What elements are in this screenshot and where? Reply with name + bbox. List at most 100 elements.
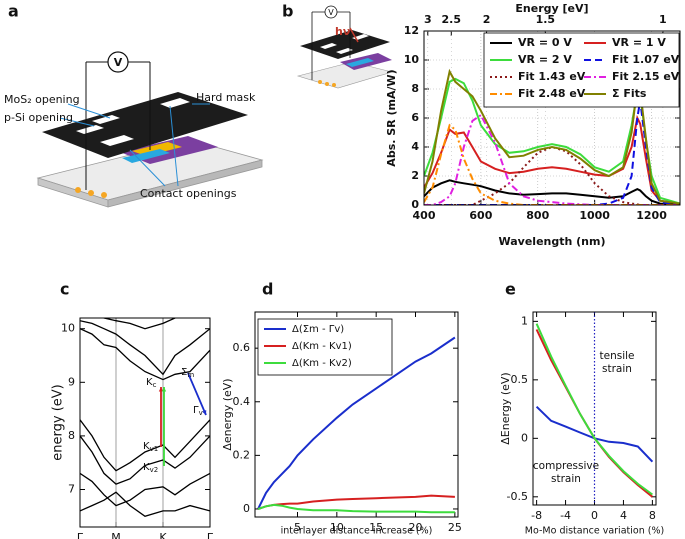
plot-frame bbox=[532, 311, 657, 506]
y-tick-label: 9 bbox=[68, 375, 75, 388]
series-line bbox=[535, 323, 653, 496]
schematic-b: V hν bbox=[296, 5, 394, 89]
light-arrow bbox=[349, 27, 359, 43]
chart: 0 2 4 6 8 10 12 400 600 800 1000 1200 3 2.5 2 1.5 1 Wavel… bbox=[385, 2, 681, 248]
x-tick-label: 15 bbox=[369, 521, 383, 534]
series-line bbox=[424, 114, 680, 205]
annotation-main: Σ bbox=[181, 367, 187, 378]
voltmeter bbox=[107, 51, 129, 73]
pointer bbox=[169, 105, 179, 187]
annotation-main: K bbox=[143, 462, 150, 473]
mask-opening bbox=[76, 125, 104, 134]
x-tick-label: 5 bbox=[294, 521, 301, 534]
contact-dot bbox=[332, 83, 336, 87]
y-tick-label: 0.6 bbox=[233, 341, 251, 354]
y-tick-label: 0.2 bbox=[233, 448, 251, 461]
annotation: Γv bbox=[193, 405, 203, 417]
chart: -0.5 0 0.5 1 -8 -4 0 4 8 Mo-Mo distance variation… bbox=[499, 311, 664, 537]
panel-label: e bbox=[505, 280, 516, 299]
series-line bbox=[257, 336, 456, 510]
x-tick-label: Γ bbox=[77, 531, 84, 539]
voltmeter-label: V bbox=[328, 8, 334, 17]
y-tick-label: 8 bbox=[68, 429, 75, 442]
y-tick-label: 7 bbox=[68, 482, 75, 495]
legend-label: Σ Fits bbox=[612, 87, 647, 100]
annotation: Σm bbox=[181, 367, 194, 379]
x2-tick-label: 1.5 bbox=[536, 13, 556, 26]
annotation: tensile bbox=[600, 350, 635, 362]
series-line bbox=[101, 318, 179, 330]
x-tick-label: -4 bbox=[560, 509, 571, 522]
x-tick-label: 1000 bbox=[579, 209, 610, 222]
y-tick-label: 1 bbox=[521, 314, 528, 327]
series-line bbox=[80, 435, 210, 485]
x-tick-label: M bbox=[111, 531, 121, 539]
x-tick-label: -8 bbox=[531, 509, 542, 522]
contact-dot bbox=[318, 80, 322, 84]
panel-label: a bbox=[8, 2, 19, 21]
annotation-sub: v1 bbox=[150, 445, 159, 453]
y-axis-label: ΔEnergy (eV) bbox=[499, 372, 512, 444]
y-tick-label: 0 bbox=[411, 198, 419, 211]
y-tick-label: 0.4 bbox=[233, 395, 251, 408]
x-tick-label: 10 bbox=[330, 521, 344, 534]
legend-label: Δ(Km - Kv1) bbox=[292, 341, 352, 352]
contact-pad bbox=[132, 142, 182, 156]
x-tick-label: 1200 bbox=[636, 209, 667, 222]
legend-label: Fit 2.48 eV bbox=[518, 87, 586, 100]
series-line bbox=[424, 100, 680, 205]
y-tick-label: 6 bbox=[411, 111, 419, 124]
arrow-head bbox=[161, 387, 167, 392]
series-line bbox=[80, 491, 210, 518]
annotation: Kv2 bbox=[143, 462, 158, 474]
y-tick-label: 2 bbox=[411, 169, 419, 182]
panel-label: c bbox=[60, 280, 69, 299]
x-tick-label: 400 bbox=[413, 209, 436, 222]
contact-dot bbox=[101, 192, 107, 198]
mask-opening bbox=[320, 43, 337, 49]
series-line bbox=[257, 503, 455, 514]
y-tick-label: 10 bbox=[404, 53, 420, 66]
legend-label: Fit 1.07 eV bbox=[612, 53, 680, 66]
legend-label: VR = 0 V bbox=[518, 36, 572, 49]
y-axis-label: Δenergy (eV) bbox=[221, 378, 234, 450]
schematic-a: V MoS₂ opening p-Si opening Hard mask Co… bbox=[4, 51, 264, 208]
x-tick-label: 800 bbox=[526, 209, 549, 222]
y-tick-label: 10 bbox=[61, 322, 75, 335]
panel-label: b bbox=[282, 2, 293, 21]
y-tick-label: 0 bbox=[243, 502, 250, 515]
annotation: Kc bbox=[146, 377, 157, 389]
voltmeter bbox=[324, 5, 338, 19]
contact-dot bbox=[88, 190, 94, 196]
contact-dot bbox=[75, 187, 81, 193]
callout: MoS₂ opening bbox=[4, 93, 80, 106]
x2-tick-label: 2 bbox=[483, 13, 491, 26]
x-axis-label: interlayer distance increase (%) bbox=[281, 526, 433, 537]
legend-label: VR = 1 V bbox=[612, 36, 666, 49]
substrate-side bbox=[107, 159, 263, 208]
mask-opening bbox=[92, 115, 120, 124]
x-tick-label: 0 bbox=[591, 509, 598, 522]
annotation: strain bbox=[602, 363, 632, 375]
x-tick-label: Γ bbox=[207, 531, 214, 539]
x2-tick-label: 2.5 bbox=[442, 13, 462, 26]
legend-label: Δ(Km - Kv2) bbox=[292, 358, 352, 369]
plot-frame bbox=[79, 317, 211, 528]
legend-box bbox=[483, 32, 680, 108]
y-tick-label: 0 bbox=[521, 431, 528, 444]
plot-frame bbox=[423, 30, 681, 206]
pointer bbox=[129, 149, 166, 187]
mask-opening bbox=[160, 98, 190, 108]
annotation-sub: c bbox=[153, 381, 157, 389]
annotation-main: Γ bbox=[193, 405, 199, 416]
annotation: compressive bbox=[533, 460, 599, 472]
y-tick-label: 0.5 bbox=[511, 373, 529, 386]
x-tick-label: 8 bbox=[649, 509, 656, 522]
series-line bbox=[424, 179, 680, 205]
y-tick-label: 8 bbox=[411, 82, 419, 95]
hard-mask bbox=[300, 30, 390, 59]
annotation: strain bbox=[551, 473, 581, 485]
mask-opening bbox=[100, 135, 134, 146]
legend-label: Fit 2.15 eV bbox=[612, 70, 680, 83]
